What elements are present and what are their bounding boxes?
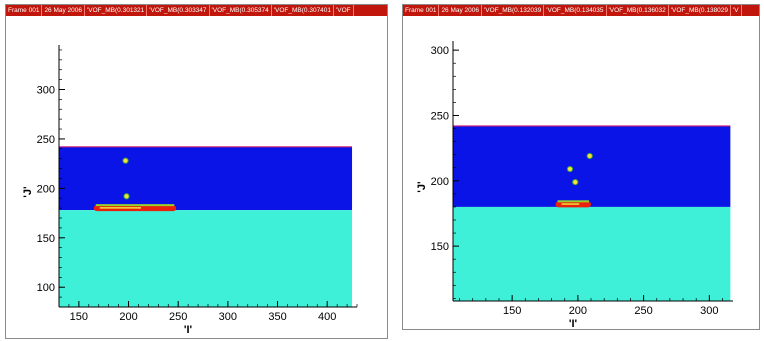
left-x-axis-label: 'I' <box>184 324 193 336</box>
left-y-tick-label: 250 <box>37 134 55 146</box>
left-title-var-3: 'VOF_MB(0.305374 <box>210 5 272 16</box>
left-droplet-1 <box>123 193 130 200</box>
right-title-date: 26 May 2006 <box>439 5 483 16</box>
left-title-var-1: 'VOF_MB(0.301321 <box>85 5 148 16</box>
left-y-tick-label: 300 <box>37 84 55 96</box>
left-title-var-2: 'VOF_MB(0.303347 <box>147 5 210 16</box>
left-x-tick-label: 250 <box>169 311 187 323</box>
left-title-bar: Frame 001 26 May 2006 'VOF_MB(0.301321 'VOF… <box>6 5 387 16</box>
right-y-tick-label: 200 <box>431 176 449 188</box>
left-y-axis-label: 'J' <box>22 186 34 198</box>
left-title-date: 26 May 2006 <box>42 5 86 16</box>
left-y-tick-label: 200 <box>37 183 55 195</box>
right-splash-highlight <box>561 203 580 205</box>
left-x-tick-label: 200 <box>119 311 137 323</box>
right-y-tick-label: 150 <box>431 241 449 253</box>
right-droplet-2 <box>572 179 579 186</box>
right-x-tick-label: 300 <box>700 305 718 317</box>
left-y-tick-label: 150 <box>37 233 55 245</box>
left-title-var-5: 'VOF <box>334 5 354 16</box>
left-x-tick-label: 150 <box>70 311 88 323</box>
left-droplet-0 <box>122 157 129 164</box>
right-x-tick-label: 200 <box>569 305 587 317</box>
left-region-1 <box>59 210 353 307</box>
right-splash-edge <box>557 200 590 203</box>
right-droplet-0 <box>586 152 593 160</box>
right-title-var-5: 'V <box>731 5 742 16</box>
left-splash-edge <box>95 204 175 207</box>
left-title-frame: Frame 001 <box>6 5 43 16</box>
right-vof-plot: 150 200 250 300 150 200 250 300 'I' 'J' <box>416 41 733 330</box>
left-y-tick-label: 100 <box>37 282 55 294</box>
right-title-var-4: 'VOF_MB(0.138029 <box>669 5 732 16</box>
right-title-var-3: 'VOF_MB(0.136032 <box>607 5 669 16</box>
left-title-var-4: 'VOF_MB(0.307401 <box>272 5 335 16</box>
right-x-axis-label: 'I' <box>569 318 578 330</box>
right-title-bar: Frame 001 26 May 2006 'VOF_MB(0.132039 'VOF… <box>403 5 759 16</box>
left-vof-plot: 100 150 200 250 300 150 200 250 300 350 400 'I' 'J' <box>22 45 358 336</box>
right-region-1 <box>453 206 731 301</box>
left-x-tick-label: 350 <box>268 311 286 323</box>
right-y-tick-label: 250 <box>431 110 449 122</box>
right-x-tick-label: 150 <box>503 305 521 317</box>
left-x-tick-label: 300 <box>219 311 237 323</box>
left-plot-panel: Frame 001 26 May 2006 'VOF_MB(0.301321 'VOF… <box>5 4 388 339</box>
right-title-var-2: 'VOF_MB(0.134035 <box>544 5 607 16</box>
right-y-tick-label: 300 <box>431 45 449 57</box>
right-title-var-1: 'VOF_MB(0.132039 <box>482 5 545 16</box>
right-y-axis-label: 'J' <box>416 181 428 193</box>
left-splash-highlight <box>99 207 141 209</box>
right-x-tick-label: 250 <box>634 305 652 317</box>
left-x-tick-label: 400 <box>318 311 336 323</box>
right-title-frame: Frame 001 <box>403 5 440 16</box>
right-region-0 <box>453 125 731 207</box>
left-region-0 <box>59 146 353 211</box>
right-plot-panel: Frame 001 26 May 2006 'VOF_MB(0.132039 'VOF… <box>402 4 760 330</box>
right-droplet-1 <box>566 165 574 173</box>
